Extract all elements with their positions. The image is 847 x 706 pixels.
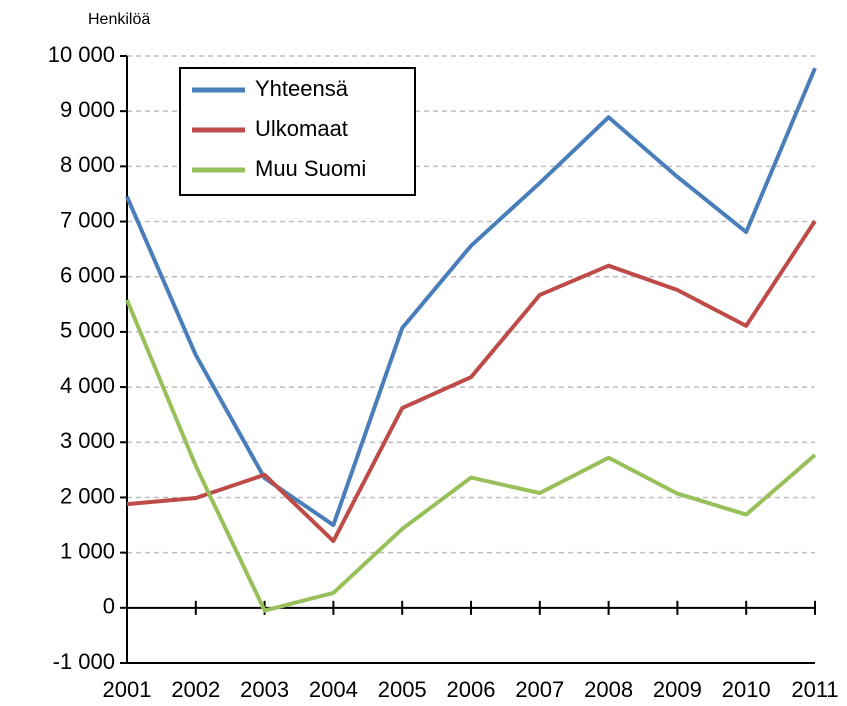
x-tick-label: 2002 [171, 677, 220, 702]
legend-label: Muu Suomi [255, 156, 366, 181]
x-tick-label: 2005 [378, 677, 427, 702]
y-tick-label: 9 000 [60, 97, 115, 122]
y-tick-label: 8 000 [60, 152, 115, 177]
legend-label: Yhteensä [255, 76, 349, 101]
y-tick-label: 10 000 [48, 42, 115, 67]
legend-label: Ulkomaat [255, 116, 348, 141]
y-tick-label: 4 000 [60, 373, 115, 398]
x-tick-label: 2001 [103, 677, 152, 702]
x-tick-label: 2009 [653, 677, 702, 702]
x-tick-label: 2011 [791, 677, 838, 702]
y-axis-label: Henkilöä [88, 11, 150, 28]
y-tick-label: 7 000 [60, 207, 115, 232]
x-tick-label: 2008 [584, 677, 633, 702]
series-line [125, 299, 817, 613]
y-tick-label: 3 000 [60, 428, 115, 453]
y-tick-label: -1 000 [53, 649, 115, 674]
y-tick-label: 2 000 [60, 483, 115, 508]
x-tick-label: 2006 [447, 677, 496, 702]
x-tick-label: 2010 [722, 677, 771, 702]
x-tick-label: 2003 [240, 677, 289, 702]
series-line [126, 219, 817, 544]
y-tick-label: 1 000 [60, 538, 115, 563]
x-tick-label: 2007 [515, 677, 564, 702]
y-tick-label: 0 [103, 594, 115, 619]
y-tick-label: 5 000 [60, 318, 115, 343]
x-tick-label: 2004 [309, 677, 358, 702]
y-tick-label: 6 000 [60, 263, 115, 288]
legend: Yhteensä Ulkomaat Muu Suomi [179, 67, 416, 196]
series-line [125, 67, 817, 528]
